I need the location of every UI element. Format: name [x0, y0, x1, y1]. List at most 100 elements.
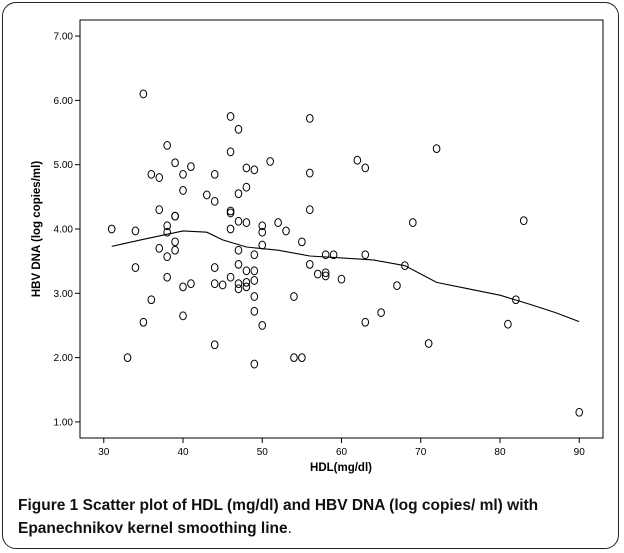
data-point [519, 216, 528, 226]
data-point [432, 144, 441, 154]
y-axis-ticks: 1.00 2.00 3.00 4.00 5.00 6.00 7.00 [54, 32, 80, 428]
data-point [179, 282, 187, 292]
data-point [163, 221, 171, 231]
data-point [226, 272, 235, 282]
data-point [187, 162, 195, 172]
data-point [171, 211, 179, 221]
data-point [258, 227, 267, 237]
data-point [242, 266, 251, 276]
data-point [266, 157, 274, 166]
data-point [155, 173, 164, 182]
y-tick-label: 6.00 [54, 96, 74, 107]
y-tick-label: 1.00 [54, 417, 74, 428]
data-point [353, 155, 362, 165]
data-point [234, 279, 243, 289]
data-point [147, 295, 156, 305]
data-point [155, 205, 164, 215]
data-point [234, 245, 243, 255]
data-point [163, 141, 171, 150]
data-point [321, 271, 330, 281]
x-axis-title: HDL(mg/dl) [310, 462, 372, 474]
data-point [226, 147, 235, 157]
data-point [139, 89, 148, 99]
data-point [131, 263, 140, 272]
data-point [361, 163, 370, 173]
y-tick-label: 7.00 [54, 32, 74, 43]
data-point [377, 308, 385, 318]
data-point [401, 261, 409, 271]
data-point [282, 226, 290, 236]
data-point [242, 277, 251, 287]
data-point [504, 319, 512, 329]
data-point [179, 186, 187, 195]
y-tick-label: 2.00 [54, 353, 74, 364]
data-point [155, 243, 164, 253]
data-point [290, 353, 298, 363]
data-point [234, 259, 243, 269]
data-point [163, 252, 171, 262]
data-points [107, 89, 584, 417]
caption-text: Scatter plot of HDL (mg/dl) and HBV DNA … [18, 497, 539, 537]
data-point [306, 168, 314, 178]
data-point [226, 206, 235, 216]
data-point [298, 353, 306, 363]
data-point [242, 182, 251, 192]
data-point [274, 218, 282, 227]
data-point [202, 190, 211, 200]
caption-end: . [287, 520, 292, 537]
data-point [226, 224, 235, 234]
data-point [171, 237, 179, 247]
data-point [361, 250, 370, 260]
data-point [250, 306, 259, 316]
data-point [242, 218, 251, 227]
figure-caption: Figure 1 Scatter plot of HDL (mg/dl) and… [18, 494, 614, 540]
data-point [218, 280, 227, 290]
data-point [242, 163, 251, 173]
x-tick-label: 80 [494, 447, 506, 458]
data-point [210, 196, 219, 206]
x-tick-label: 50 [257, 447, 269, 458]
y-axis-title: HBV DNA (log copies/ml) [31, 161, 43, 297]
data-point [306, 259, 314, 269]
data-point [139, 317, 148, 327]
data-point [226, 112, 235, 121]
plot-area [79, 19, 604, 439]
data-point [409, 218, 417, 227]
data-point [337, 274, 346, 284]
data-point [306, 205, 314, 215]
data-point [187, 279, 195, 289]
data-point [163, 272, 171, 282]
data-point [242, 282, 251, 292]
data-point [210, 263, 219, 272]
data-point [210, 279, 219, 289]
data-point [123, 353, 132, 363]
data-point [234, 124, 243, 134]
data-point [258, 221, 267, 231]
y-tick-label: 4.00 [54, 225, 74, 236]
data-point [171, 158, 179, 168]
data-point [313, 269, 322, 279]
x-tick-label: 30 [98, 447, 110, 458]
data-point [258, 321, 267, 330]
data-point [234, 216, 243, 226]
kernel-smoothing-line [111, 230, 580, 323]
data-point [321, 250, 330, 260]
data-point [250, 266, 259, 276]
data-point [298, 237, 306, 247]
data-point [179, 311, 187, 321]
data-point [250, 292, 259, 301]
data-point [250, 359, 259, 369]
x-tick-label: 70 [415, 447, 427, 458]
data-point [234, 189, 243, 199]
data-point [131, 226, 140, 236]
data-point [250, 276, 259, 285]
y-tick-label: 5.00 [54, 160, 74, 171]
data-point [290, 292, 298, 301]
data-point [147, 169, 156, 179]
x-tick-label: 60 [336, 447, 348, 458]
figure-label: Figure 1 [18, 497, 79, 514]
data-point [210, 169, 219, 179]
data-point [234, 284, 243, 294]
x-tick-label: 40 [177, 447, 189, 458]
